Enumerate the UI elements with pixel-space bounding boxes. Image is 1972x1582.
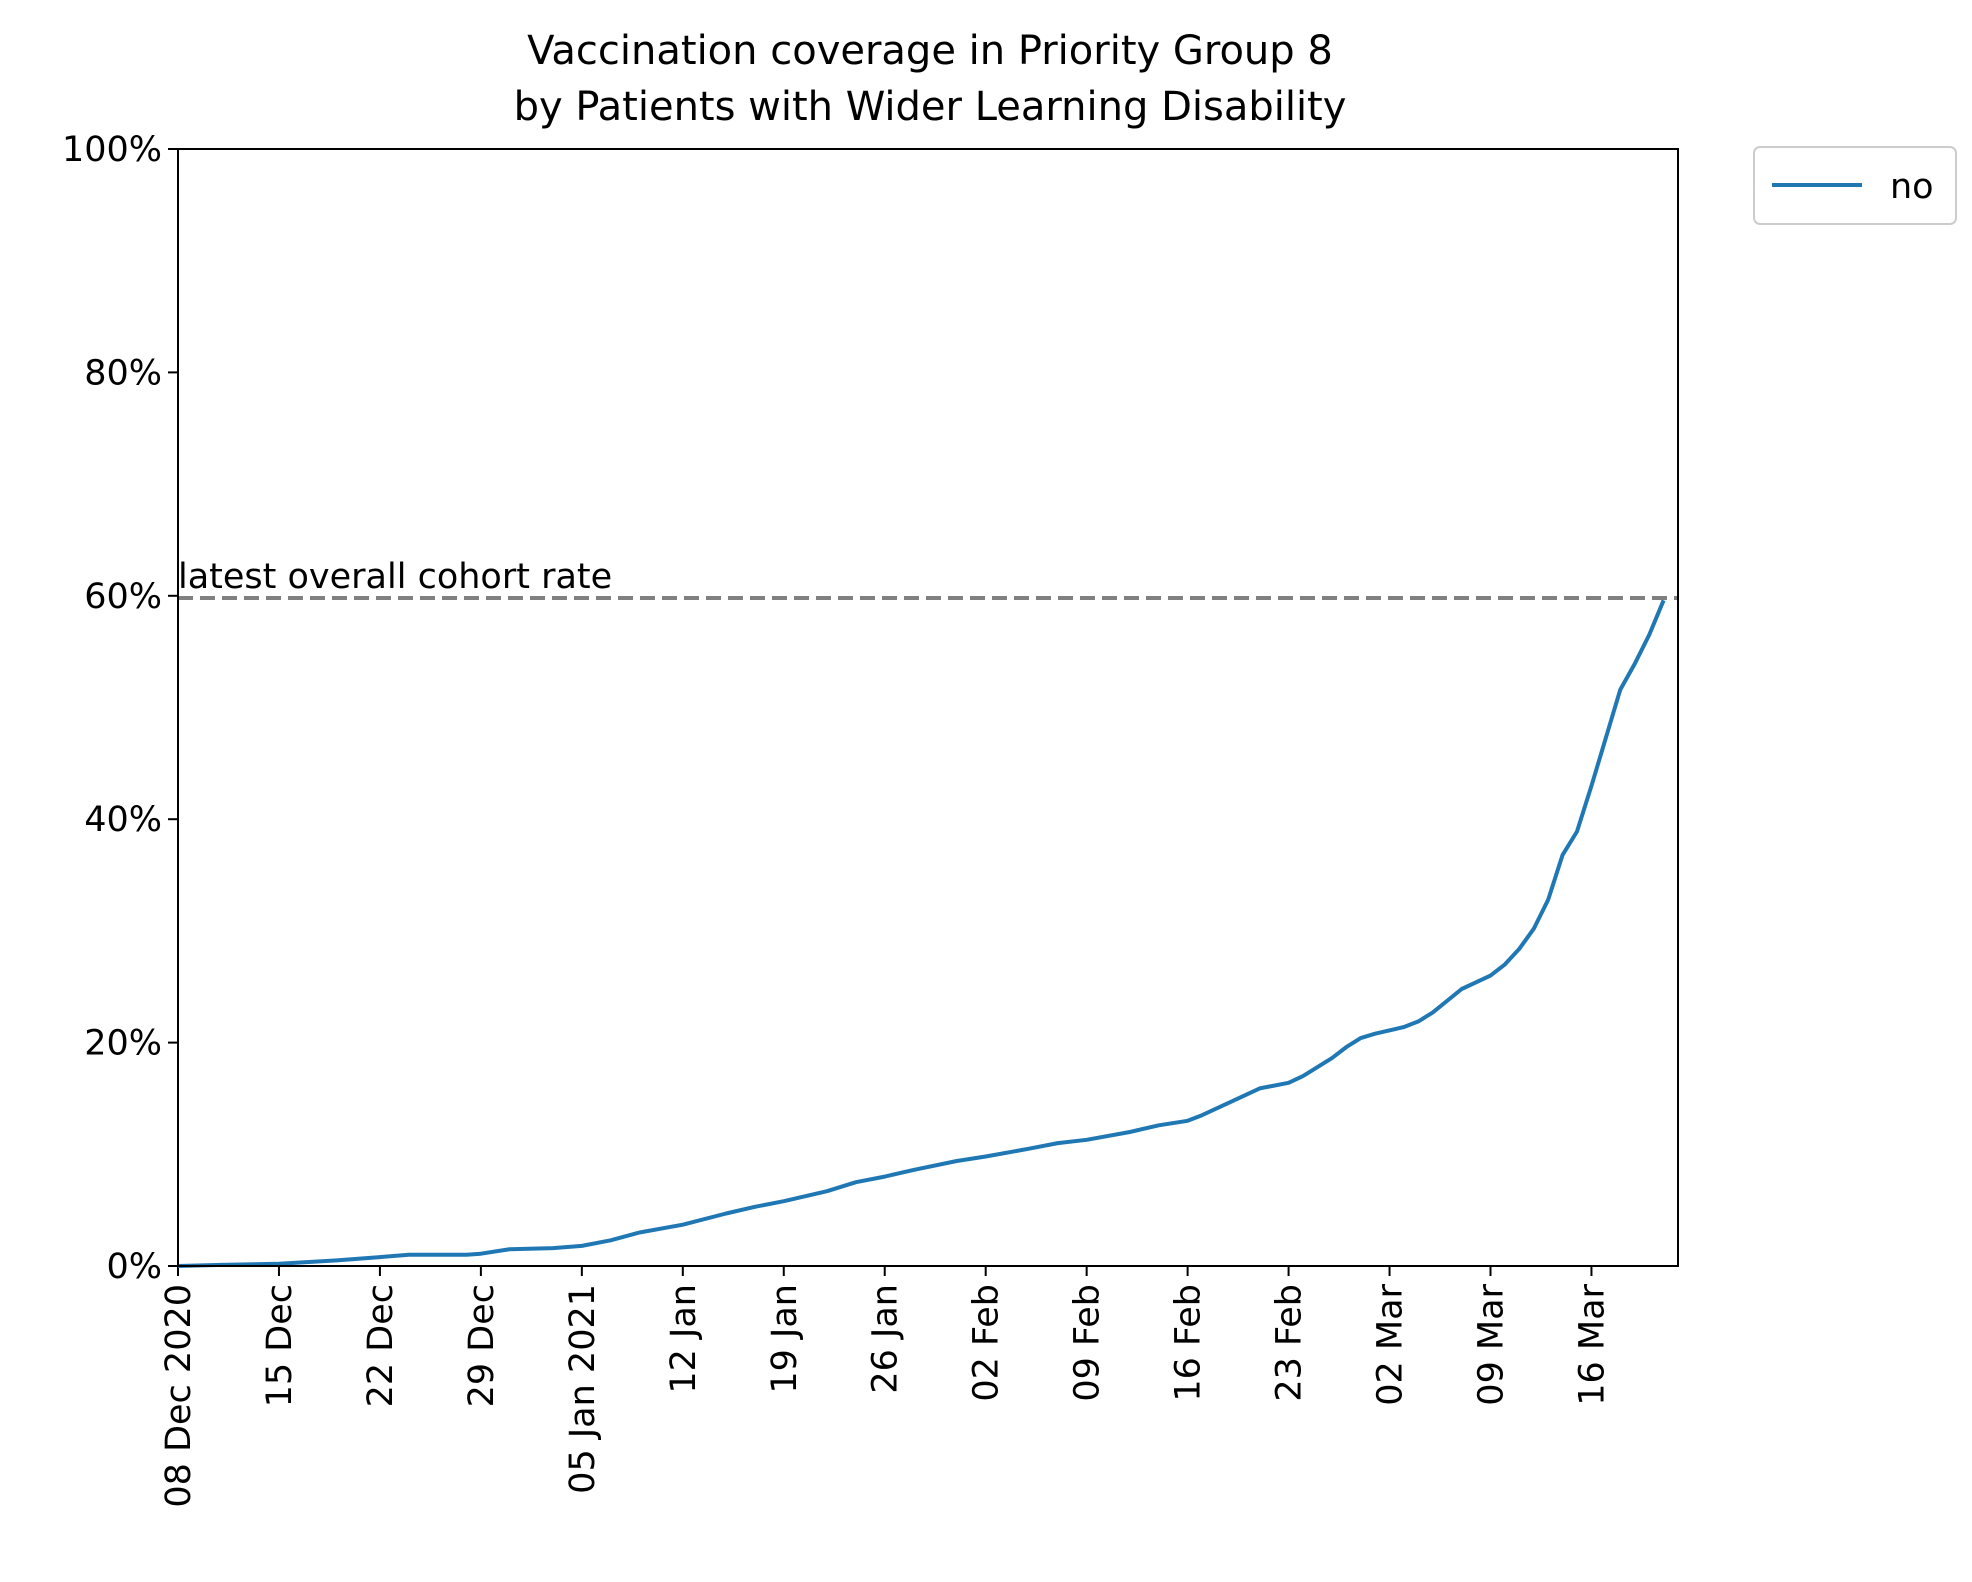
plot-area-frame: [177, 148, 1679, 1267]
x-tick-label: 02 Feb: [967, 1284, 1007, 1402]
x-tick-label: 22 Dec: [361, 1284, 401, 1407]
x-tick-label: 05 Jan 2021: [563, 1284, 603, 1494]
y-tick-label: 20%: [84, 1024, 162, 1064]
series-line-no: [177, 599, 1666, 1268]
x-tick-label: 23 Feb: [1270, 1284, 1310, 1402]
x-tick-label: 12 Jan: [664, 1284, 704, 1394]
y-tick-label: 80%: [84, 353, 162, 393]
x-tick-label: 26 Jan: [866, 1284, 906, 1394]
reference-line-group: latest overall cohort rate: [178, 557, 1678, 601]
chart-title-line-1: Vaccination coverage in Priority Group 8: [527, 28, 1333, 74]
y-tick-label: 40%: [84, 800, 162, 840]
y-tick-label: 0%: [106, 1247, 162, 1287]
y-tick-label: 100%: [62, 130, 162, 170]
x-tick-label: 15 Dec: [260, 1284, 300, 1407]
legend-label-no: no: [1890, 167, 1934, 207]
y-tick-label: 60%: [84, 577, 162, 617]
legend: no: [1753, 146, 1957, 225]
x-tick-label: 09 Mar: [1472, 1283, 1512, 1405]
x-tick-label: 19 Jan: [765, 1284, 805, 1394]
x-tick-label: 29 Dec: [462, 1284, 502, 1407]
chart-title-line-2: by Patients with Wider Learning Disabili…: [514, 84, 1347, 130]
x-tick-label: 16 Feb: [1169, 1284, 1209, 1402]
x-tick-label: 02 Mar: [1371, 1283, 1411, 1405]
x-axis: 08 Dec 2020 15 Dec 22 Dec 29 Dec 05 Jan 2021…: [159, 1266, 1612, 1508]
reference-line-label: latest overall cohort rate: [178, 557, 612, 597]
x-tick-label: 08 Dec 2020: [159, 1284, 199, 1508]
x-tick-label: 09 Feb: [1068, 1284, 1108, 1402]
x-tick-label: 16 Mar: [1572, 1283, 1612, 1405]
y-axis: 0% 20% 40% 60% 80% 100%: [62, 130, 178, 1287]
